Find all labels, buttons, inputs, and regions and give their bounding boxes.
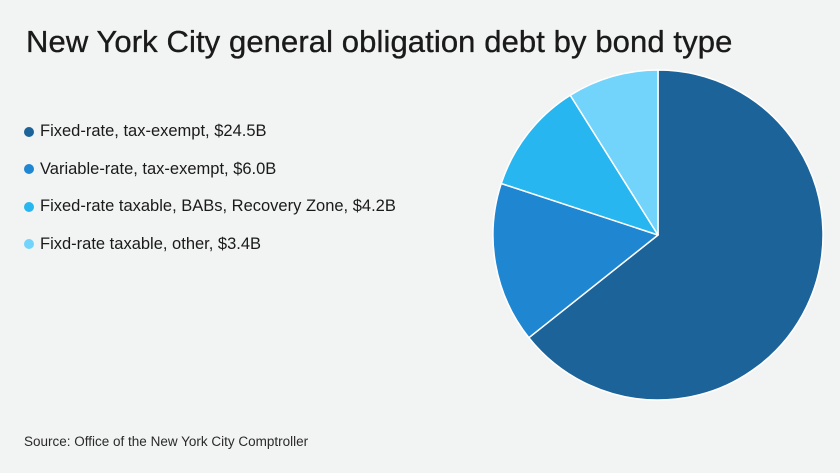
chart-legend: Fixed-rate, tax-exempt, $24.5B Variable-r… [24, 113, 396, 263]
legend-swatch [24, 239, 34, 250]
legend-label: Fixd-rate taxable, other, $3.4B [40, 234, 262, 253]
legend-label: Variable-rate, tax-exempt, $6.0B [40, 159, 277, 178]
pie-slice [500, 94, 659, 236]
pie-slice [528, 69, 824, 401]
pie-slice [569, 69, 659, 236]
legend-swatch [24, 164, 34, 175]
legend-label: Fixed-rate, tax-exempt, $24.5B [40, 122, 267, 141]
legend-item: Variable-rate, tax-exempt, $6.0B [24, 151, 396, 189]
source-note: Source: Office of the New York City Comp… [24, 434, 309, 449]
chart-title: New York City general obligation debt by… [26, 24, 733, 59]
legend-label: Fixed-rate taxable, BABs, Recovery Zone,… [40, 197, 396, 216]
legend-item: Fixed-rate, tax-exempt, $24.5B [24, 113, 396, 151]
legend-swatch [24, 126, 34, 137]
legend-item: Fixd-rate taxable, other, $3.4B [24, 226, 396, 264]
legend-swatch [24, 201, 34, 212]
pie-slices [492, 69, 824, 401]
legend-item: Fixed-rate taxable, BABs, Recovery Zone,… [24, 188, 396, 226]
